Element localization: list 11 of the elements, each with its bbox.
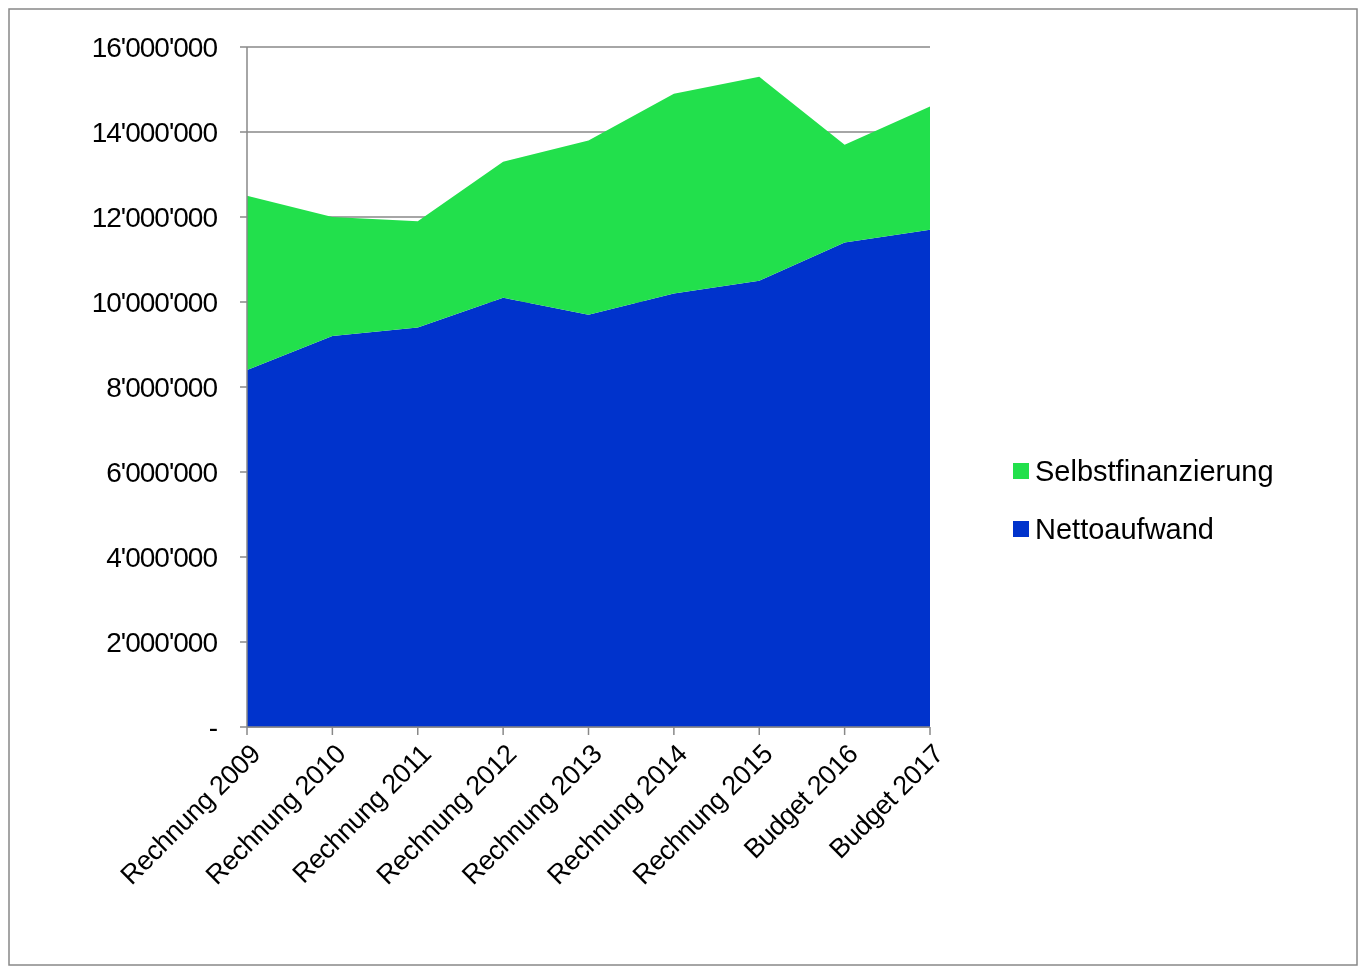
y-tick-label: - [208, 711, 218, 743]
y-tick-label: 10'000'000 [91, 286, 218, 318]
y-tick-label: 2'000'000 [106, 626, 218, 658]
y-tick-label: 6'000'000 [106, 456, 218, 488]
y-tick-label: 12'000'000 [91, 201, 218, 233]
y-tick-label: 8'000'000 [106, 371, 218, 403]
legend-label: Selbstfinanzierung [1035, 455, 1274, 488]
y-tick-label: 4'000'000 [106, 541, 218, 573]
y-tick-label: 16'000'000 [91, 31, 218, 63]
y-tick-label: 14'000'000 [91, 116, 218, 148]
legend-label: Nettoaufwand [1035, 513, 1214, 546]
